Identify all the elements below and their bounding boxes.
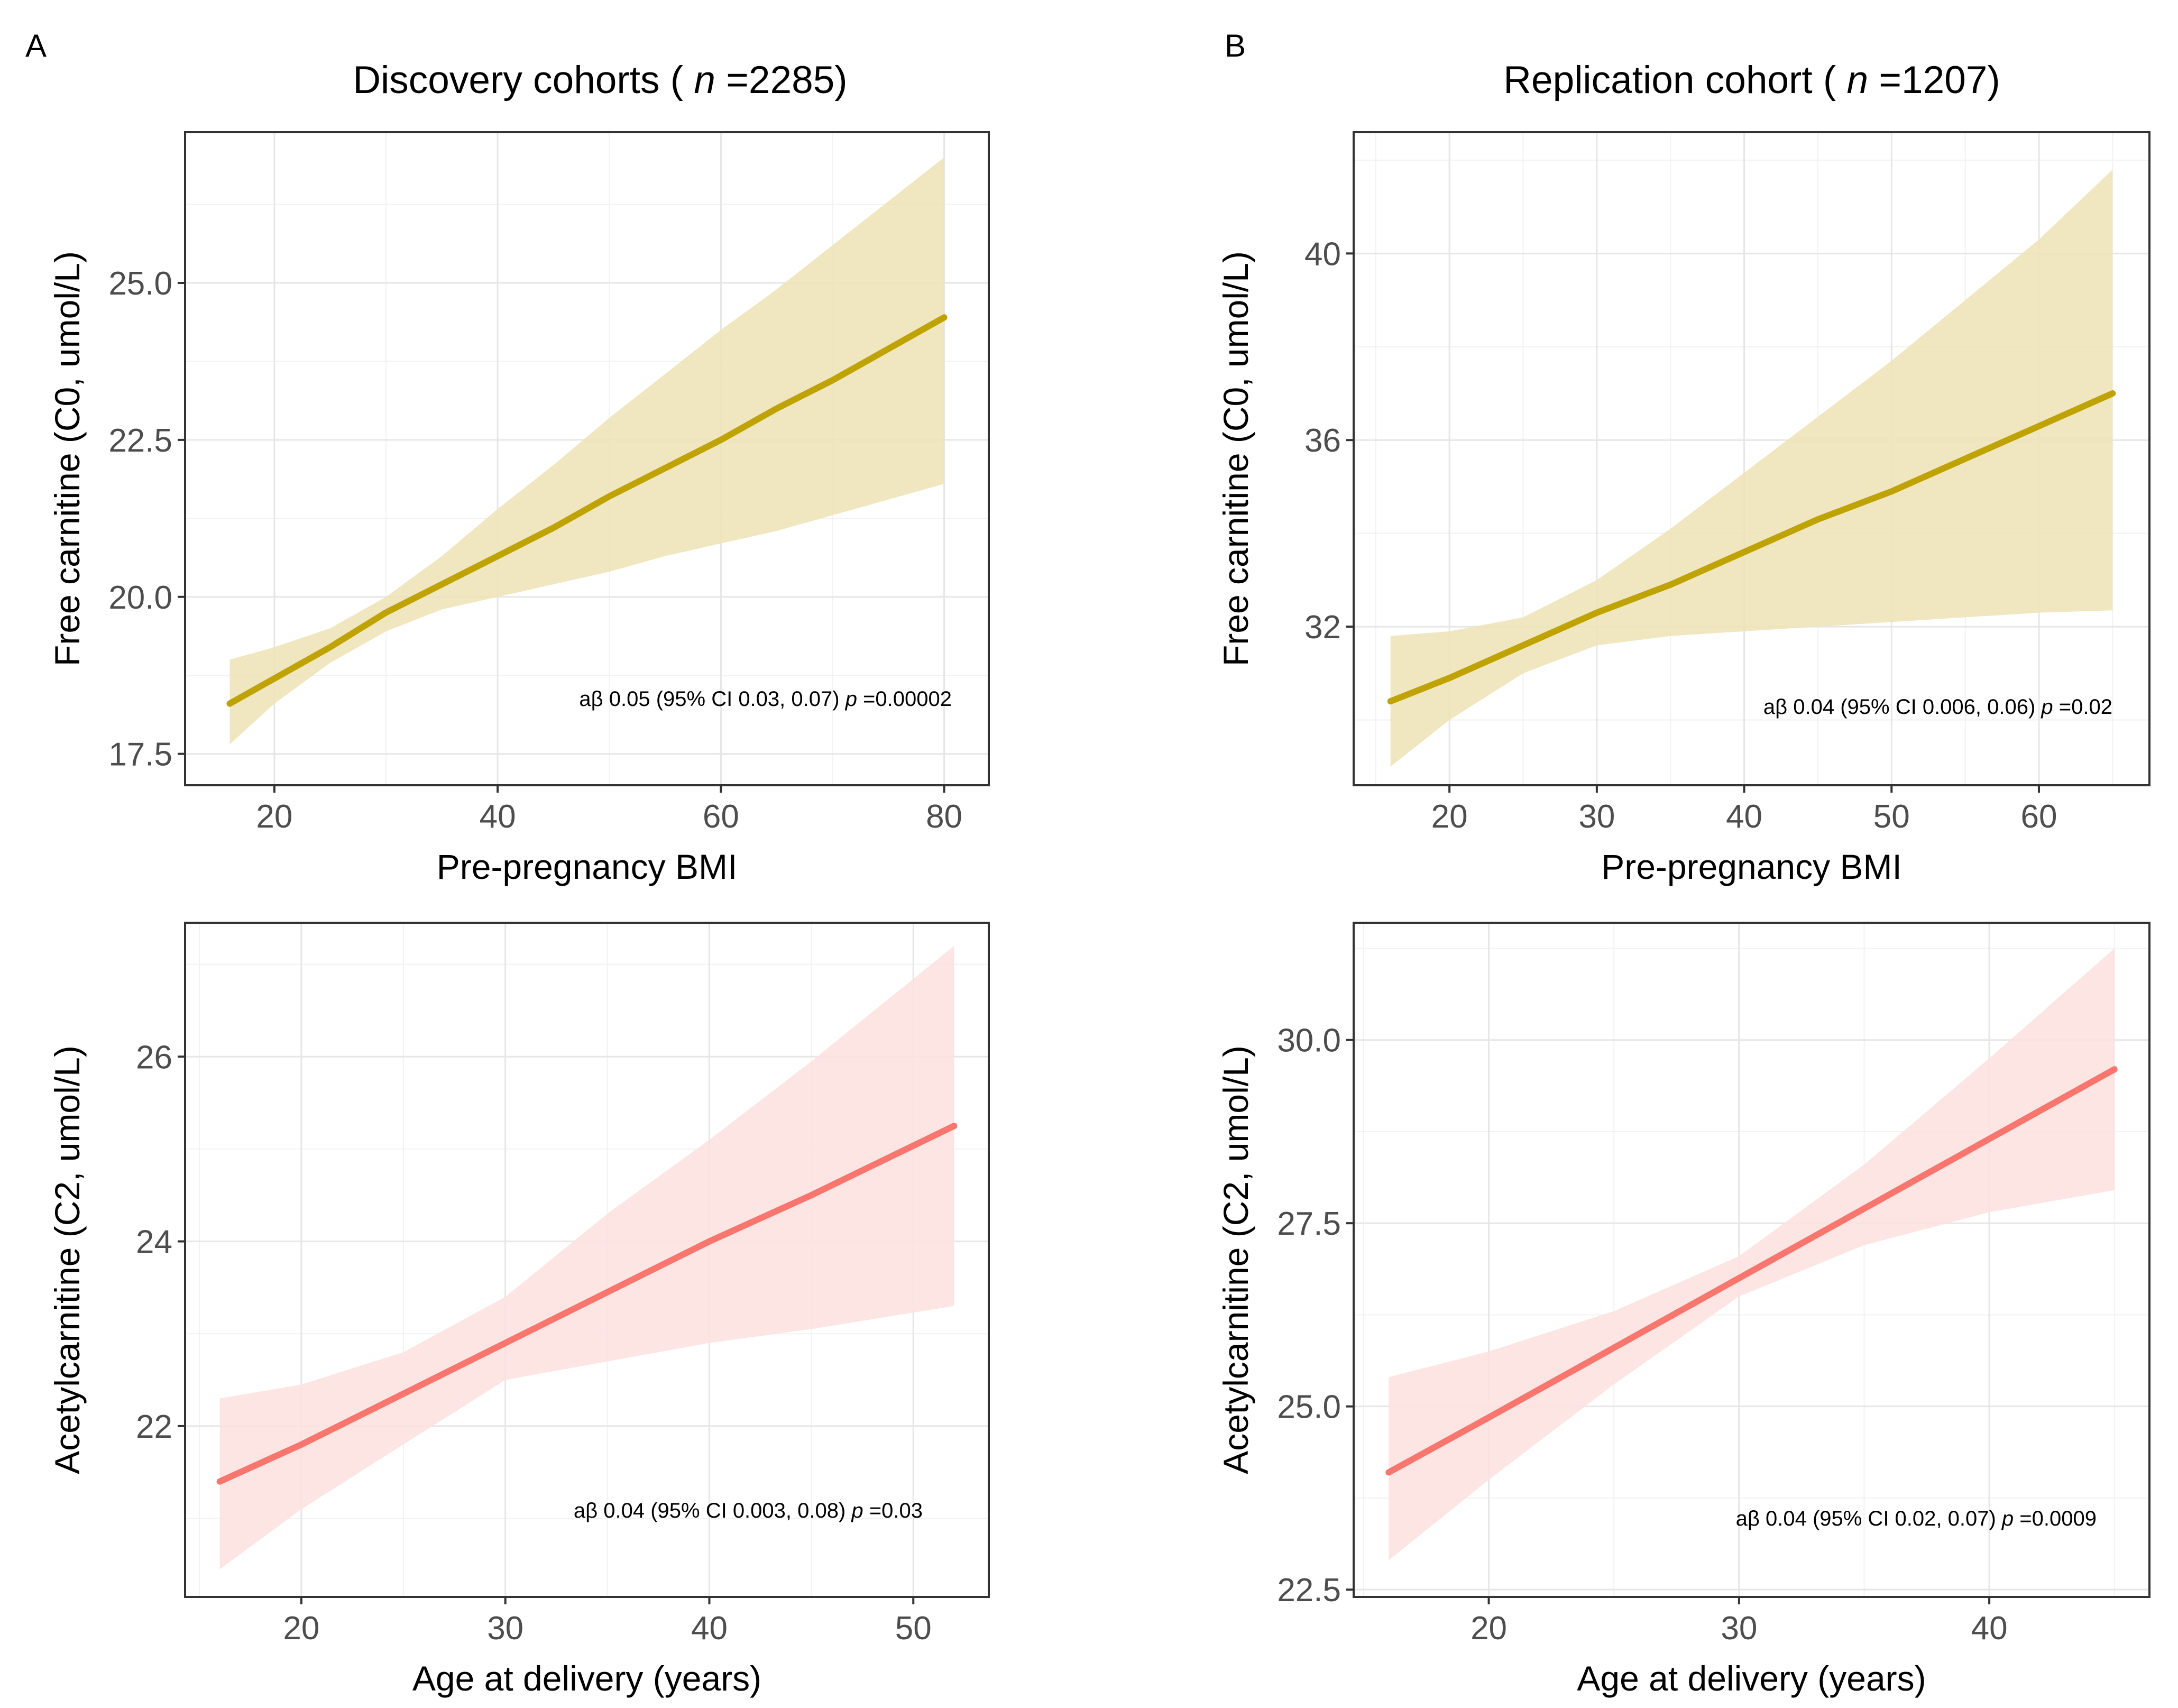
p3-annotation-p-label: p [851, 1499, 863, 1522]
p3-annotation-p-value: =0.03 [863, 1499, 923, 1522]
p2-panel-border [1353, 131, 2151, 786]
p3-x-tick-label: 30 [487, 1610, 523, 1647]
p4-y-tick-label: 22.5 [1277, 1572, 1341, 1609]
p2-y-tick-label: 32 [1304, 609, 1341, 646]
panel-title-a: Discovery cohorts ( n =2285) [185, 58, 1015, 102]
p3-y-tick-label: 24 [136, 1224, 172, 1261]
p3-x-tick-label: 20 [283, 1610, 319, 1647]
p3-y-axis-label: Acetylcarnitine (C2, umol/L) [48, 1045, 87, 1474]
panel-letter-b: B [1225, 28, 1246, 63]
p2-annotation-estimate: aβ 0.04 (95% CI 0.006, 0.06) [1763, 695, 2042, 719]
p1-confidence-band [229, 157, 944, 745]
p3-panel-border [184, 922, 990, 1598]
p2-y-axis-label: Free carnitine (C0, umol/L) [1216, 251, 1255, 666]
p1-panel-border [184, 131, 990, 786]
plot-2: 20 30 40 50 60 32 36 40 Pre-pregnancy BMI Free ca… [1216, 131, 2151, 886]
p4-annotation-p-value: =0.0009 [2014, 1507, 2097, 1530]
p3-x-axis-label: Age at delivery (years) [412, 1659, 761, 1698]
p4-fit-line [1385, 1066, 2118, 1476]
panel-title-b: Replication cohort ( n =1207) [1353, 58, 2151, 102]
p2-x-tick-label: 20 [1431, 798, 1468, 835]
p3-x-tick-label: 50 [895, 1610, 932, 1647]
p4-y-tick-label: 27.5 [1277, 1206, 1341, 1242]
p2-x-axis-label: Pre-pregnancy BMI [1601, 847, 1902, 886]
p4-y-tick-label: 30.0 [1277, 1023, 1341, 1059]
p1-y-tick-label: 25.0 [108, 265, 172, 302]
p3-annotation: aβ 0.04 (95% CI 0.003, 0.08) p =0.03 [574, 1499, 923, 1522]
p3-annotation-estimate: aβ 0.04 (95% CI 0.003, 0.08) [574, 1499, 852, 1522]
title-b-suffix: =1207) [1868, 59, 2000, 102]
p3-fit-line [216, 1123, 958, 1485]
p3-y-tick-label: 26 [136, 1039, 172, 1076]
title-b-n-label: n [1846, 59, 1869, 102]
p3-confidence-band [219, 945, 954, 1569]
p4-x-tick-label: 40 [1971, 1610, 2008, 1647]
p4-annotation: aβ 0.04 (95% CI 0.02, 0.07) p =0.0009 [1736, 1507, 2097, 1530]
p4-y-tick-label: 25.0 [1277, 1389, 1341, 1426]
p4-y-axis-label: Acetylcarnitine (C2, umol/L) [1216, 1045, 1255, 1474]
p1-fit-line [226, 314, 948, 707]
p1-x-axis-label: Pre-pregnancy BMI [437, 847, 738, 886]
p1-y-tick-label: 22.5 [108, 423, 172, 459]
p4-x-tick-label: 20 [1471, 1610, 1507, 1647]
p4-annotation-p-label: p [2001, 1507, 2014, 1530]
plot-1: 20 40 60 80 17.5 20.0 22.5 25.0 Pre-pregnancy BM… [48, 131, 990, 886]
p1-x-tick-label: 60 [703, 798, 739, 835]
title-a-n-label: n [694, 59, 715, 102]
p2-x-tick-label: 50 [1873, 798, 1910, 835]
p2-y-tick-label: 40 [1304, 236, 1341, 272]
p2-annotation-p-value: =0.02 [2053, 695, 2112, 719]
p1-annotation: aβ 0.05 (95% CI 0.03, 0.07) p =0.00002 [579, 687, 952, 711]
p2-fit-line [1387, 390, 2116, 705]
p1-y-tick-label: 20.0 [108, 580, 172, 616]
p4-major-grid [1354, 923, 2149, 1597]
p1-x-tick-label: 40 [480, 798, 516, 835]
p1-x-tick-label: 20 [256, 798, 292, 835]
p1-x-tick-label: 80 [926, 798, 962, 835]
title-a-prefix: Discovery cohorts ( [353, 59, 694, 102]
p4-annotation-estimate: aβ 0.04 (95% CI 0.02, 0.07) [1736, 1507, 2002, 1530]
plot-3: 20 30 40 50 22 24 26 Age at delivery (years) Ace… [48, 922, 990, 1698]
p4-panel-border [1353, 922, 2151, 1598]
p1-annotation-p-value: =0.00002 [857, 687, 952, 711]
p1-annotation-estimate: aβ 0.05 (95% CI 0.03, 0.07) [579, 687, 845, 711]
title-a-suffix: =2285) [715, 59, 848, 102]
p4-x-tick-label: 30 [1721, 1610, 1757, 1647]
p1-annotation-p-label: p [845, 687, 857, 711]
p2-confidence-band [1390, 169, 2113, 767]
p2-x-tick-label: 30 [1578, 798, 1615, 835]
p4-confidence-band [1389, 948, 2115, 1560]
p3-x-tick-label: 40 [691, 1610, 728, 1647]
p3-y-tick-label: 22 [136, 1409, 172, 1445]
p2-x-tick-label: 60 [2020, 798, 2057, 835]
plot-4: 20 30 40 22.5 25.0 27.5 30.0 Age at delivery (y… [1216, 922, 2151, 1698]
title-b-prefix: Replication cohort ( [1503, 59, 1847, 102]
p4-x-axis-label: Age at delivery (years) [1577, 1659, 1926, 1698]
p1-y-axis-label: Free carnitine (C0, umol/L) [48, 251, 87, 666]
p2-x-tick-label: 40 [1726, 798, 1762, 835]
p2-y-tick-label: 36 [1304, 423, 1341, 459]
p2-annotation: aβ 0.04 (95% CI 0.006, 0.06) p =0.02 [1763, 695, 2112, 719]
panel-letter-a: A [25, 28, 47, 63]
p1-y-tick-label: 17.5 [108, 737, 172, 773]
p2-annotation-p-label: p [2041, 695, 2053, 719]
